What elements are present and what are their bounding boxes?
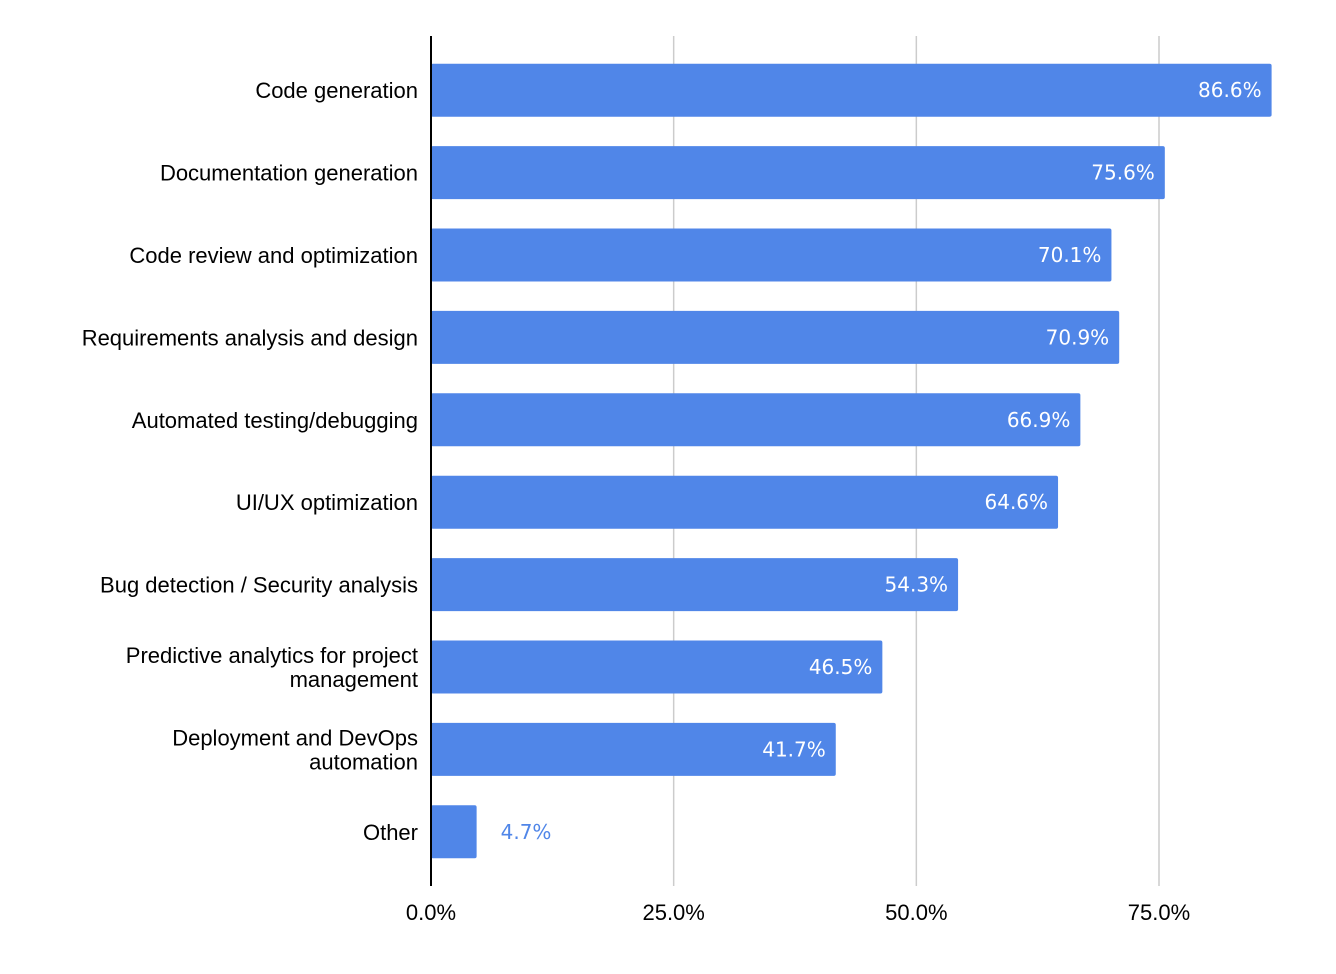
category-label-6: Bug detection / Security analysis bbox=[100, 573, 418, 598]
category-label-7-line-0: Predictive analytics for project bbox=[126, 643, 418, 668]
data-label-6: 54.3% bbox=[885, 573, 949, 597]
data-label-3: 70.9% bbox=[1046, 325, 1110, 349]
x-tick-label-1: 25.0% bbox=[642, 900, 704, 925]
x-tick-label-2: 50.0% bbox=[885, 900, 947, 925]
data-label-0: 86.6% bbox=[1198, 78, 1262, 102]
data-label-8: 41.7% bbox=[762, 737, 826, 761]
category-label-8-line-0: Deployment and DevOps bbox=[172, 725, 418, 750]
bars bbox=[431, 63, 1272, 859]
data-label-7: 46.5% bbox=[809, 655, 873, 679]
category-label-3: Requirements analysis and design bbox=[82, 325, 418, 350]
data-label-4: 66.9% bbox=[1007, 408, 1071, 432]
category-label-2: Code review and optimization bbox=[129, 243, 418, 268]
category-label-7-line-1: management bbox=[290, 667, 418, 692]
category-label-0: Code generation bbox=[255, 78, 418, 103]
data-label-5: 64.6% bbox=[985, 490, 1049, 514]
bar-4 bbox=[431, 393, 1081, 447]
x-tick-label-3: 75.0% bbox=[1128, 900, 1190, 925]
bar-5 bbox=[431, 475, 1059, 529]
bar-3 bbox=[431, 310, 1120, 364]
bar-1 bbox=[431, 146, 1165, 200]
bar-7 bbox=[431, 640, 883, 694]
x-tick-label-0: 0.0% bbox=[406, 900, 456, 925]
category-label-5: UI/UX optimization bbox=[236, 490, 418, 515]
data-label-9: 4.7% bbox=[501, 820, 552, 844]
category-label-1: Documentation generation bbox=[160, 161, 418, 186]
data-label-2: 70.1% bbox=[1038, 243, 1102, 267]
bar-8 bbox=[431, 722, 836, 776]
data-label-1: 75.6% bbox=[1091, 161, 1155, 185]
category-label-9: Other bbox=[363, 820, 418, 845]
category-label-8-line-1: automation bbox=[309, 749, 418, 774]
bar-6 bbox=[431, 558, 959, 612]
bar-0 bbox=[431, 63, 1272, 117]
category-label-4: Automated testing/debugging bbox=[132, 408, 418, 433]
bar-9 bbox=[431, 805, 477, 859]
labels: 0.0% 25.0% 50.0% 75.0% 86.6% Code generation 7… bbox=[82, 78, 1262, 925]
bar-2 bbox=[431, 228, 1112, 282]
